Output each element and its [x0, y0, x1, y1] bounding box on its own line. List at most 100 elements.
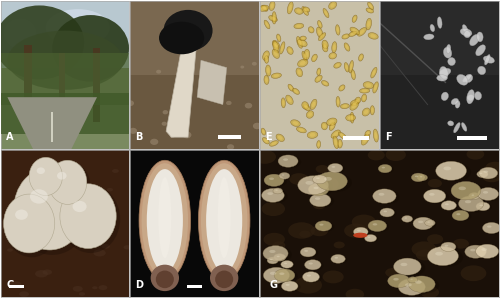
Ellipse shape: [210, 265, 238, 291]
Ellipse shape: [470, 249, 476, 251]
Bar: [93, 48, 100, 122]
Ellipse shape: [415, 280, 422, 284]
Ellipse shape: [272, 12, 276, 24]
Circle shape: [408, 277, 418, 283]
Ellipse shape: [288, 49, 292, 53]
Ellipse shape: [318, 70, 320, 74]
Ellipse shape: [286, 95, 293, 105]
Ellipse shape: [310, 99, 317, 110]
Ellipse shape: [278, 136, 282, 140]
Ellipse shape: [370, 34, 376, 38]
Ellipse shape: [302, 51, 307, 61]
Ellipse shape: [227, 144, 234, 150]
Ellipse shape: [313, 56, 316, 60]
Ellipse shape: [156, 70, 161, 74]
Ellipse shape: [442, 201, 458, 211]
Ellipse shape: [338, 132, 346, 139]
Ellipse shape: [310, 133, 316, 137]
Ellipse shape: [366, 18, 372, 30]
Ellipse shape: [268, 257, 280, 264]
Ellipse shape: [269, 1, 275, 10]
Ellipse shape: [162, 110, 168, 114]
Ellipse shape: [19, 291, 29, 297]
Circle shape: [436, 161, 466, 180]
Ellipse shape: [334, 139, 338, 146]
Ellipse shape: [126, 100, 134, 106]
Ellipse shape: [322, 80, 329, 86]
Ellipse shape: [280, 42, 285, 54]
Ellipse shape: [328, 164, 345, 173]
Ellipse shape: [302, 102, 308, 109]
Ellipse shape: [298, 39, 307, 47]
Ellipse shape: [282, 174, 284, 176]
Ellipse shape: [272, 49, 280, 58]
Circle shape: [402, 215, 412, 222]
Ellipse shape: [424, 34, 434, 40]
Ellipse shape: [302, 37, 305, 40]
Circle shape: [452, 210, 469, 221]
Circle shape: [302, 272, 320, 282]
Ellipse shape: [288, 2, 293, 14]
Text: A: A: [6, 132, 14, 142]
Ellipse shape: [315, 197, 320, 200]
Circle shape: [14, 168, 86, 250]
Ellipse shape: [14, 169, 90, 255]
Ellipse shape: [201, 163, 248, 278]
Ellipse shape: [453, 211, 471, 221]
Ellipse shape: [368, 2, 374, 10]
Ellipse shape: [374, 190, 400, 204]
Ellipse shape: [474, 91, 482, 100]
Bar: [1, 1, 129, 68]
Ellipse shape: [484, 170, 488, 173]
Ellipse shape: [429, 193, 434, 196]
Ellipse shape: [445, 203, 449, 205]
Ellipse shape: [336, 27, 339, 33]
Ellipse shape: [139, 160, 190, 281]
Ellipse shape: [272, 41, 279, 53]
Ellipse shape: [332, 166, 336, 168]
Ellipse shape: [456, 74, 468, 85]
Ellipse shape: [333, 132, 338, 136]
Ellipse shape: [282, 100, 284, 105]
Ellipse shape: [107, 188, 113, 192]
Bar: [8, 285, 24, 288]
Ellipse shape: [102, 244, 110, 249]
Ellipse shape: [464, 31, 470, 38]
Ellipse shape: [31, 177, 46, 185]
Circle shape: [278, 155, 298, 167]
Ellipse shape: [374, 84, 377, 91]
Ellipse shape: [478, 66, 486, 74]
Ellipse shape: [79, 292, 85, 296]
Circle shape: [416, 249, 434, 260]
Ellipse shape: [444, 167, 451, 170]
Circle shape: [477, 171, 488, 178]
Ellipse shape: [318, 22, 321, 27]
Ellipse shape: [304, 8, 308, 11]
Circle shape: [281, 260, 293, 268]
Ellipse shape: [369, 4, 372, 8]
Ellipse shape: [360, 55, 362, 60]
Ellipse shape: [72, 201, 86, 212]
Ellipse shape: [304, 9, 307, 13]
Circle shape: [322, 271, 344, 283]
Circle shape: [412, 173, 426, 182]
Ellipse shape: [70, 212, 86, 220]
Ellipse shape: [373, 82, 378, 93]
Ellipse shape: [378, 193, 384, 196]
Circle shape: [386, 268, 400, 277]
Ellipse shape: [352, 101, 357, 105]
Ellipse shape: [305, 52, 308, 58]
Ellipse shape: [336, 25, 340, 35]
Ellipse shape: [170, 134, 174, 138]
Circle shape: [316, 172, 348, 191]
Ellipse shape: [366, 83, 372, 87]
Circle shape: [380, 208, 394, 217]
Ellipse shape: [337, 139, 342, 148]
Ellipse shape: [61, 185, 120, 253]
Circle shape: [378, 164, 392, 173]
Ellipse shape: [382, 167, 385, 168]
Ellipse shape: [276, 134, 284, 142]
Ellipse shape: [355, 97, 360, 104]
Circle shape: [424, 220, 435, 226]
Circle shape: [267, 257, 278, 264]
